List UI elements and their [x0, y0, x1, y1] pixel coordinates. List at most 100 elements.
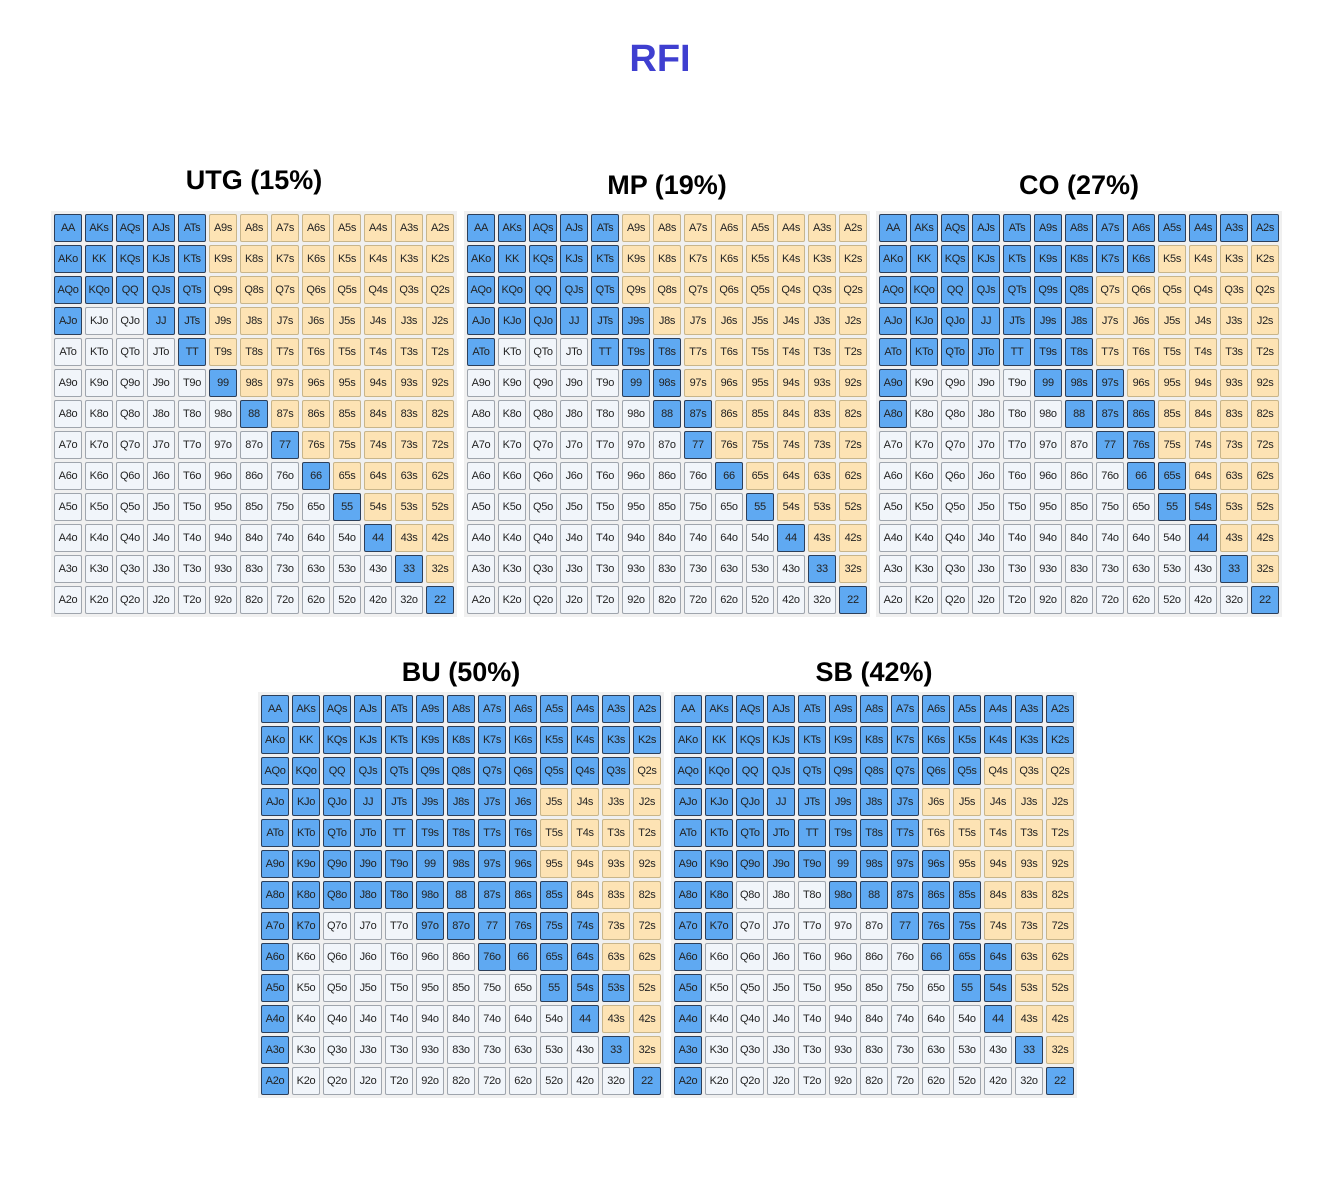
hand-cell-ATo[interactable]: ATo — [261, 819, 289, 847]
hand-cell-Q8o[interactable]: Q8o — [736, 881, 764, 909]
hand-cell-97o[interactable]: 97o — [209, 431, 237, 459]
hand-cell-T2o[interactable]: T2o — [1003, 586, 1031, 614]
hand-cell-K7o[interactable]: K7o — [292, 912, 320, 940]
hand-cell-JTo[interactable]: JTo — [147, 338, 175, 366]
hand-cell-ATs[interactable]: ATs — [798, 695, 826, 723]
hand-cell-53o[interactable]: 53o — [540, 1036, 568, 1064]
hand-cell-J6s[interactable]: J6s — [302, 307, 330, 335]
hand-cell-A8o[interactable]: A8o — [467, 400, 495, 428]
hand-cell-73o[interactable]: 73o — [478, 1036, 506, 1064]
hand-cell-65o[interactable]: 65o — [509, 974, 537, 1002]
hand-cell-77[interactable]: 77 — [478, 912, 506, 940]
hand-cell-A7s[interactable]: A7s — [478, 695, 506, 723]
hand-cell-K6s[interactable]: K6s — [302, 245, 330, 273]
hand-cell-86o[interactable]: 86o — [447, 943, 475, 971]
hand-cell-93o[interactable]: 93o — [829, 1036, 857, 1064]
hand-cell-K9o[interactable]: K9o — [705, 850, 733, 878]
hand-cell-T6o[interactable]: T6o — [591, 462, 619, 490]
hand-cell-T7o[interactable]: T7o — [798, 912, 826, 940]
hand-cell-J7o[interactable]: J7o — [767, 912, 795, 940]
hand-cell-QJs[interactable]: QJs — [767, 757, 795, 785]
hand-cell-K2o[interactable]: K2o — [292, 1067, 320, 1095]
hand-cell-J3o[interactable]: J3o — [767, 1036, 795, 1064]
hand-cell-83o[interactable]: 83o — [447, 1036, 475, 1064]
hand-cell-T7s[interactable]: T7s — [478, 819, 506, 847]
hand-cell-A9s[interactable]: A9s — [1034, 214, 1062, 242]
hand-cell-82o[interactable]: 82o — [860, 1067, 888, 1095]
hand-cell-T9o[interactable]: T9o — [798, 850, 826, 878]
hand-cell-53s[interactable]: 53s — [1015, 974, 1043, 1002]
hand-cell-AQs[interactable]: AQs — [116, 214, 144, 242]
hand-cell-33[interactable]: 33 — [808, 555, 836, 583]
hand-cell-KK[interactable]: KK — [292, 726, 320, 754]
hand-cell-KJo[interactable]: KJo — [292, 788, 320, 816]
hand-cell-98o[interactable]: 98o — [416, 881, 444, 909]
hand-cell-JTs[interactable]: JTs — [1003, 307, 1031, 335]
hand-cell-Q8s[interactable]: Q8s — [860, 757, 888, 785]
hand-cell-Q5o[interactable]: Q5o — [736, 974, 764, 1002]
hand-cell-84o[interactable]: 84o — [447, 1005, 475, 1033]
hand-cell-JTs[interactable]: JTs — [178, 307, 206, 335]
hand-cell-Q2s[interactable]: Q2s — [1251, 276, 1279, 304]
hand-cell-KQo[interactable]: KQo — [705, 757, 733, 785]
hand-cell-K9o[interactable]: K9o — [292, 850, 320, 878]
hand-cell-J5o[interactable]: J5o — [354, 974, 382, 1002]
hand-cell-63s[interactable]: 63s — [1015, 943, 1043, 971]
hand-cell-A2s[interactable]: A2s — [633, 695, 661, 723]
hand-cell-32o[interactable]: 32o — [395, 586, 423, 614]
hand-cell-32s[interactable]: 32s — [633, 1036, 661, 1064]
hand-cell-A4o[interactable]: A4o — [261, 1005, 289, 1033]
hand-cell-A9s[interactable]: A9s — [209, 214, 237, 242]
hand-cell-K7s[interactable]: K7s — [891, 726, 919, 754]
hand-cell-A6o[interactable]: A6o — [54, 462, 82, 490]
hand-cell-AQo[interactable]: AQo — [674, 757, 702, 785]
hand-cell-T9o[interactable]: T9o — [178, 369, 206, 397]
hand-cell-73s[interactable]: 73s — [1015, 912, 1043, 940]
hand-cell-97o[interactable]: 97o — [1034, 431, 1062, 459]
hand-cell-82s[interactable]: 82s — [633, 881, 661, 909]
hand-cell-A2o[interactable]: A2o — [674, 1067, 702, 1095]
hand-cell-J8o[interactable]: J8o — [767, 881, 795, 909]
hand-cell-Q9s[interactable]: Q9s — [1034, 276, 1062, 304]
hand-cell-QTs[interactable]: QTs — [591, 276, 619, 304]
hand-cell-K5o[interactable]: K5o — [498, 493, 526, 521]
hand-cell-94s[interactable]: 94s — [777, 369, 805, 397]
hand-cell-A8s[interactable]: A8s — [860, 695, 888, 723]
hand-cell-75s[interactable]: 75s — [333, 431, 361, 459]
hand-cell-95s[interactable]: 95s — [953, 850, 981, 878]
hand-cell-JTo[interactable]: JTo — [560, 338, 588, 366]
hand-cell-J7o[interactable]: J7o — [560, 431, 588, 459]
hand-cell-62s[interactable]: 62s — [1251, 462, 1279, 490]
hand-cell-T5s[interactable]: T5s — [1158, 338, 1186, 366]
hand-cell-98s[interactable]: 98s — [1065, 369, 1093, 397]
hand-cell-62s[interactable]: 62s — [839, 462, 867, 490]
hand-cell-J3s[interactable]: J3s — [602, 788, 630, 816]
hand-cell-J4s[interactable]: J4s — [364, 307, 392, 335]
hand-cell-AJs[interactable]: AJs — [560, 214, 588, 242]
hand-cell-65o[interactable]: 65o — [1127, 493, 1155, 521]
hand-cell-85s[interactable]: 85s — [333, 400, 361, 428]
hand-cell-QJo[interactable]: QJo — [736, 788, 764, 816]
hand-cell-92o[interactable]: 92o — [416, 1067, 444, 1095]
hand-cell-63s[interactable]: 63s — [808, 462, 836, 490]
hand-cell-K4o[interactable]: K4o — [498, 524, 526, 552]
hand-cell-T3s[interactable]: T3s — [602, 819, 630, 847]
hand-cell-AQo[interactable]: AQo — [879, 276, 907, 304]
hand-cell-88[interactable]: 88 — [447, 881, 475, 909]
hand-cell-Q7o[interactable]: Q7o — [736, 912, 764, 940]
hand-cell-AKo[interactable]: AKo — [467, 245, 495, 273]
hand-cell-J6o[interactable]: J6o — [354, 943, 382, 971]
hand-cell-T3s[interactable]: T3s — [1015, 819, 1043, 847]
hand-cell-96s[interactable]: 96s — [509, 850, 537, 878]
hand-cell-96o[interactable]: 96o — [829, 943, 857, 971]
hand-cell-Q6s[interactable]: Q6s — [1127, 276, 1155, 304]
hand-cell-K3o[interactable]: K3o — [910, 555, 938, 583]
hand-cell-Q6o[interactable]: Q6o — [941, 462, 969, 490]
hand-cell-A5s[interactable]: A5s — [746, 214, 774, 242]
hand-cell-J3o[interactable]: J3o — [147, 555, 175, 583]
hand-cell-97s[interactable]: 97s — [684, 369, 712, 397]
hand-cell-A3o[interactable]: A3o — [261, 1036, 289, 1064]
hand-cell-44[interactable]: 44 — [984, 1005, 1012, 1033]
hand-cell-K6s[interactable]: K6s — [715, 245, 743, 273]
hand-cell-42s[interactable]: 42s — [426, 524, 454, 552]
